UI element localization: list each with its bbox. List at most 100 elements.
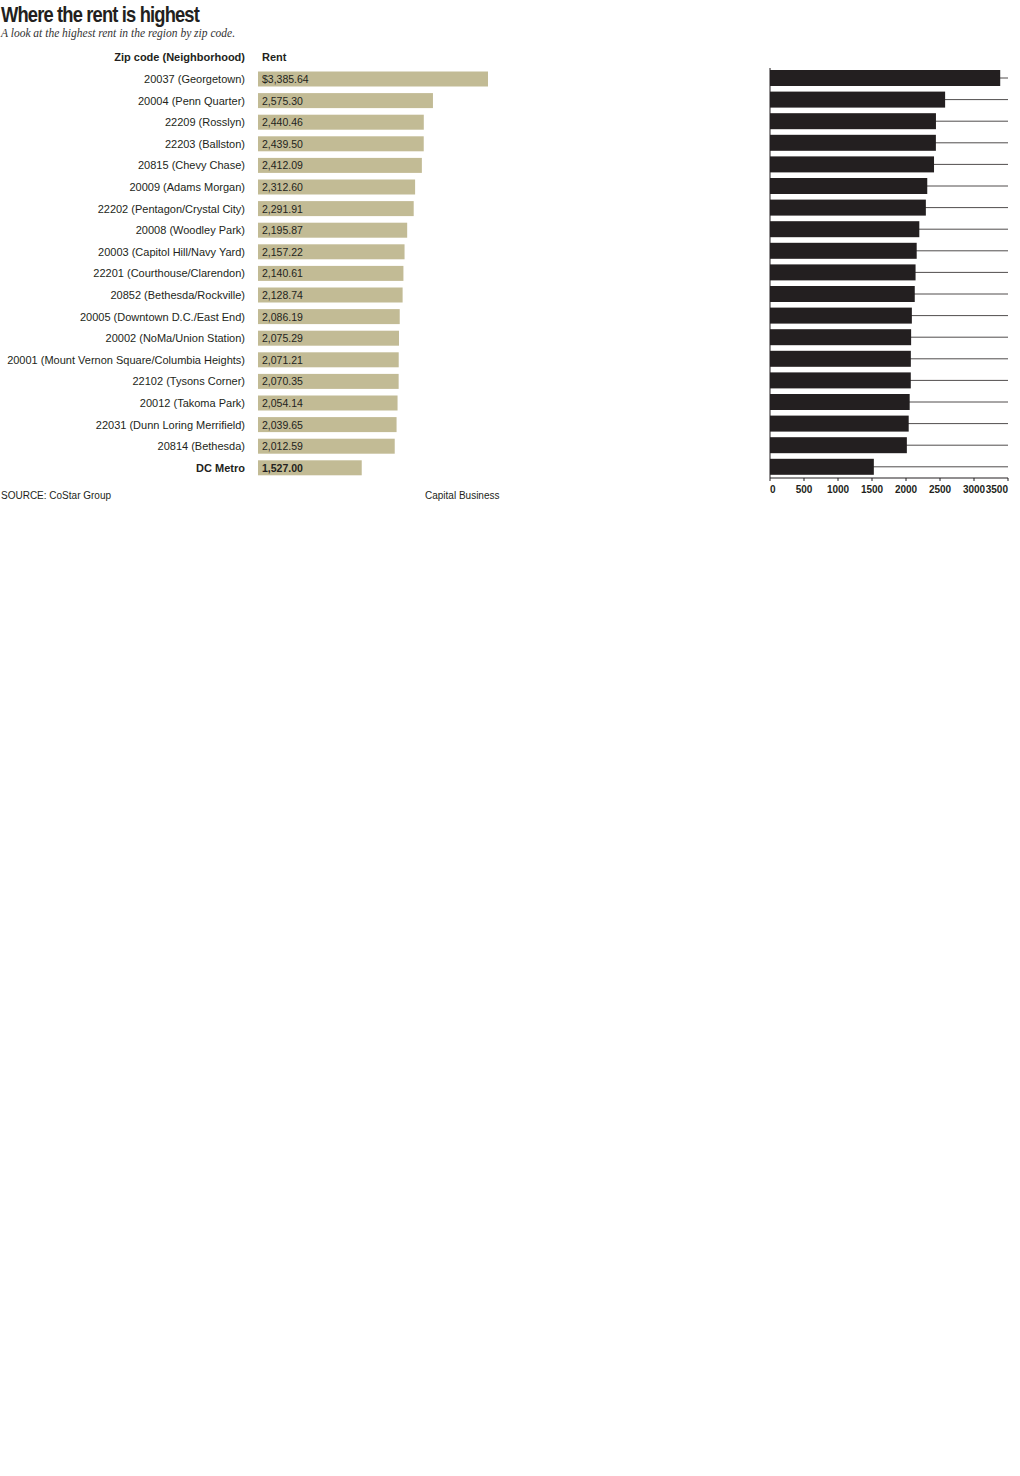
background [0, 0, 1020, 1476]
tick-mark [974, 478, 975, 481]
tick-label: 1000 [827, 484, 850, 495]
left-chart: Where the rent is highestA look at the h… [0, 2, 499, 501]
source: SOURCE: CoStar Group [1, 490, 111, 501]
x-axis-line [770, 478, 1008, 479]
bar [770, 286, 915, 302]
bar [258, 158, 422, 173]
y-axis-line [770, 68, 771, 478]
bar [258, 374, 399, 389]
tick-mark [872, 478, 873, 481]
bar [258, 331, 399, 346]
data-label: 2,071.21 [262, 354, 303, 366]
bar [258, 417, 397, 432]
data-label: 2,070.35 [262, 375, 303, 387]
data-label: 1,527.00 [262, 462, 303, 474]
data-label: 2,412.09 [262, 159, 303, 171]
bar [770, 243, 917, 259]
category-label: 22201 (Courthouse/Clarendon) [93, 267, 245, 279]
category-label: 22031 (Dunn Loring Merrifield) [96, 419, 245, 431]
data-label: 2,440.46 [262, 116, 303, 128]
data-label: 2,312.60 [262, 181, 303, 193]
tick-label: 0 [770, 484, 776, 495]
subtitle: A look at the highest rent in the region… [0, 27, 235, 40]
bar [258, 136, 424, 151]
bar [770, 178, 927, 194]
bar [770, 135, 936, 151]
category-label: 20009 (Adams Morgan) [129, 181, 245, 193]
bar [258, 201, 414, 216]
bar [258, 396, 398, 411]
bar [258, 72, 488, 87]
tick-mark [940, 478, 941, 481]
data-label: 2,157.22 [262, 246, 303, 258]
data-label: 2,012.59 [262, 440, 303, 452]
data-label: $3,385.64 [262, 73, 309, 85]
x-ticks: 0500100015002000250030003500 [770, 478, 1008, 495]
category-label: 20005 (Downtown D.C./East End) [80, 311, 245, 323]
category-label: 22209 (Rosslyn) [165, 116, 245, 128]
category-label: 20814 (Bethesda) [158, 440, 245, 452]
category-label: DC Metro [196, 462, 245, 474]
category-label: 20001 (Mount Vernon Square/Columbia Heig… [7, 354, 245, 366]
category-label: 20002 (NoMa/Union Station) [106, 332, 245, 344]
bar [770, 308, 912, 324]
data-label: 2,054.14 [262, 397, 303, 409]
bar [770, 459, 874, 475]
bar [258, 115, 424, 130]
tick-label: 1500 [861, 484, 884, 495]
category-label: 20815 (Chevy Chase) [138, 159, 245, 171]
page: Where the rent is highestA look at the h… [0, 0, 1020, 1476]
column-header: Zip code (Neighborhood) [114, 51, 245, 63]
bar [770, 329, 911, 345]
column-header: Rent [262, 51, 287, 63]
bar [770, 92, 945, 108]
data-label: 2,086.19 [262, 311, 303, 323]
bar [770, 416, 909, 432]
data-label: 2,140.61 [262, 267, 303, 279]
bar [770, 200, 926, 216]
bars [770, 70, 1000, 475]
bar [770, 264, 916, 280]
bar [258, 93, 433, 108]
data-label: 2,128.74 [262, 289, 303, 301]
data-label: 2,039.65 [262, 419, 303, 431]
bar [258, 223, 407, 238]
category-label: 20003 (Capitol Hill/Navy Yard) [98, 246, 245, 258]
category-label: 20008 (Woodley Park) [136, 224, 245, 236]
title: Where the rent is highest [1, 2, 200, 27]
data-label: 2,195.87 [262, 224, 303, 236]
bar [258, 309, 400, 324]
category-label: 20852 (Bethesda/Rockville) [110, 289, 245, 301]
bar [770, 437, 907, 453]
tick-label: 2000 [895, 484, 918, 495]
category-label: 20004 (Penn Quarter) [138, 95, 245, 107]
labels: 20037 (Georgetown) $3,385.64 20004 (Penn Q… [7, 73, 309, 474]
credit: Capital Business [425, 490, 499, 501]
tick-label: 3000 [963, 484, 986, 495]
bar [770, 70, 1000, 86]
bar [258, 352, 399, 367]
bar [770, 351, 911, 367]
data-label: 2,439.50 [262, 138, 303, 150]
tick-mark [1008, 478, 1009, 481]
bars [258, 72, 488, 476]
tick-label: 3500 [986, 484, 1009, 495]
tick-label: 500 [796, 484, 813, 495]
bar [258, 266, 403, 281]
bar [258, 439, 395, 454]
right-chart: 0500100015002000250030003500 [770, 68, 1008, 495]
bar [770, 156, 934, 172]
tick-mark [770, 478, 771, 481]
tick-mark [804, 478, 805, 481]
category-label: 22203 (Ballston) [165, 138, 245, 150]
tick-mark [838, 478, 839, 481]
bar [770, 113, 936, 129]
data-label: 2,291.91 [262, 203, 303, 215]
category-label: 20037 (Georgetown) [144, 73, 245, 85]
bar [258, 244, 405, 259]
category-label: 22202 (Pentagon/Crystal City) [98, 203, 245, 215]
bar [258, 460, 362, 475]
bar [770, 372, 911, 388]
tick-mark [906, 478, 907, 481]
category-label: 20012 (Takoma Park) [140, 397, 245, 409]
